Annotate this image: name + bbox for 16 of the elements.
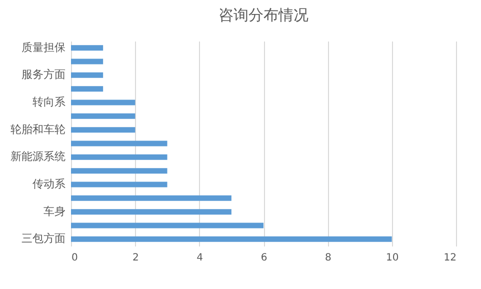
x-tick-label: 0 bbox=[72, 252, 78, 264]
x-tick-label: 6 bbox=[260, 252, 268, 264]
y-tick-label: 车身 bbox=[44, 204, 66, 218]
y-tick-label: 质量担保 bbox=[22, 40, 66, 54]
y-tick-label: 三包方面 bbox=[22, 232, 66, 246]
x-tick-label: 10 bbox=[386, 252, 399, 264]
chart-title: 咨询分布情况 bbox=[218, 6, 308, 24]
y-tick-label: 转向系 bbox=[32, 96, 66, 108]
x-tick-label: 12 bbox=[444, 252, 456, 264]
y-tick-label: 传动系 bbox=[32, 178, 66, 190]
y-tick-label: 新能源系统 bbox=[10, 150, 66, 164]
x-tick-label: 4 bbox=[196, 252, 204, 264]
y-tick-label: 服务方面 bbox=[22, 68, 66, 82]
x-tick-label: 2 bbox=[132, 252, 139, 264]
y-tick-label: 轮胎和车轮 bbox=[10, 122, 66, 136]
x-tick-label: 8 bbox=[324, 252, 332, 264]
